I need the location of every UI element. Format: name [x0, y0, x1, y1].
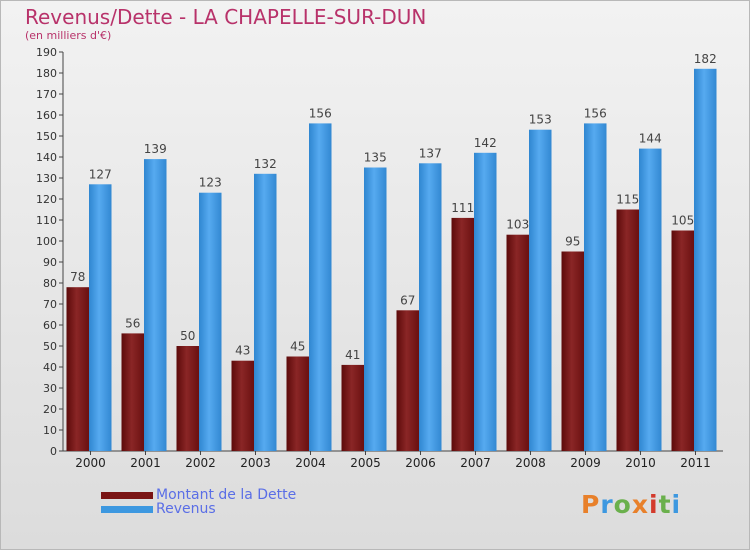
data-label: 78: [70, 270, 85, 284]
legend-item-revenus: Revenus: [101, 501, 216, 517]
legend-label-dette: Montant de la Dette: [156, 487, 297, 503]
data-label: 139: [144, 142, 167, 156]
y-tick-label: 170: [36, 88, 57, 101]
chart-subtitle: (en milliers d'€): [25, 29, 112, 42]
bar-revenus: [419, 163, 442, 452]
data-label: 105: [671, 214, 694, 228]
bar-revenus: [364, 167, 387, 451]
data-label: 43: [235, 344, 250, 358]
bar-dette: [231, 360, 254, 451]
logo-letter: o: [613, 490, 632, 519]
data-label: 135: [364, 151, 387, 165]
bar-revenus: [309, 123, 332, 452]
proxiti-logo: Proxiti: [581, 490, 681, 519]
bar-dette: [671, 230, 694, 451]
logo-letter: P: [581, 490, 601, 519]
data-label: 50: [180, 329, 195, 343]
y-tick-label: 70: [43, 298, 57, 311]
x-tick-label: 2002: [185, 456, 216, 470]
x-tick-label: 2007: [460, 456, 491, 470]
bar-revenus: [584, 123, 607, 452]
x-tick-label: 2008: [515, 456, 546, 470]
y-tick-label: 60: [43, 319, 57, 332]
data-label: 123: [199, 176, 222, 190]
data-label: 103: [506, 218, 529, 232]
data-label: 156: [309, 106, 332, 120]
y-tick-label: 40: [43, 361, 57, 374]
legend-swatch-revenus: [101, 505, 153, 513]
data-label: 127: [89, 167, 112, 181]
x-tick-label: 2005: [350, 456, 381, 470]
logo-letter: i: [671, 490, 682, 519]
bar-dette: [341, 364, 364, 451]
bar-revenus: [254, 173, 277, 452]
data-label: 45: [290, 340, 305, 354]
bar-revenus: [89, 184, 112, 452]
bar-dette: [176, 346, 199, 451]
data-label: 137: [419, 146, 442, 160]
x-tick-label: 2000: [75, 456, 106, 470]
data-label: 95: [565, 235, 580, 249]
y-tick-label: 10: [43, 424, 57, 437]
y-tick-label: 180: [36, 67, 57, 80]
bar-revenus: [529, 129, 552, 451]
x-tick-label: 2001: [130, 456, 161, 470]
legend-label-revenus: Revenus: [156, 501, 216, 517]
data-label: 41: [345, 348, 360, 362]
x-tick-label: 2003: [240, 456, 271, 470]
x-tick-label: 2010: [625, 456, 656, 470]
bar-revenus: [639, 148, 662, 451]
data-label: 56: [125, 316, 140, 330]
data-label: 115: [616, 193, 639, 207]
y-tick-label: 20: [43, 403, 57, 416]
bar-dette: [561, 251, 584, 451]
y-tick-label: 150: [36, 130, 57, 143]
x-tick-label: 2004: [295, 456, 326, 470]
x-tick-label: 2009: [570, 456, 601, 470]
data-label: 182: [694, 52, 717, 66]
y-tick-label: 120: [36, 193, 57, 206]
logo-letter: i: [649, 490, 659, 519]
bar-dette: [451, 217, 474, 451]
y-tick-label: 30: [43, 382, 57, 395]
y-tick-label: 190: [36, 46, 57, 59]
logo-letter: t: [658, 490, 672, 519]
bar-revenus: [694, 68, 717, 452]
bar-dette: [506, 234, 529, 451]
bar-dette: [286, 356, 309, 451]
y-tick-label: 0: [50, 445, 57, 458]
x-tick-label: 2011: [680, 456, 711, 470]
bar-dette: [121, 333, 144, 451]
y-tick-label: 110: [36, 214, 57, 227]
bar-dette: [66, 287, 89, 451]
chart-title: Revenus/Dette - LA CHAPELLE-SUR-DUN: [25, 5, 427, 29]
data-label: 142: [474, 136, 497, 150]
data-label: 144: [639, 132, 662, 146]
data-label: 156: [584, 106, 607, 120]
data-label: 132: [254, 157, 277, 171]
y-tick-label: 140: [36, 151, 57, 164]
x-tick-label: 2006: [405, 456, 436, 470]
y-tick-label: 100: [36, 235, 57, 248]
y-tick-label: 130: [36, 172, 57, 185]
logo-letter: r: [600, 490, 614, 519]
legend-swatch-dette: [101, 491, 153, 499]
bar-revenus: [474, 152, 497, 452]
bar-revenus: [144, 159, 167, 451]
data-label: 111: [451, 201, 474, 215]
bar-revenus: [199, 192, 222, 451]
y-tick-label: 50: [43, 340, 57, 353]
y-tick-label: 160: [36, 109, 57, 122]
legend-item-dette: Montant de la Dette: [101, 487, 296, 503]
y-tick-label: 90: [43, 256, 57, 269]
bar-dette: [396, 310, 419, 451]
y-tick-label: 80: [43, 277, 57, 290]
bar-dette: [616, 209, 639, 451]
data-label: 67: [400, 293, 415, 307]
logo-letter: x: [631, 490, 649, 519]
data-label: 153: [529, 113, 552, 127]
